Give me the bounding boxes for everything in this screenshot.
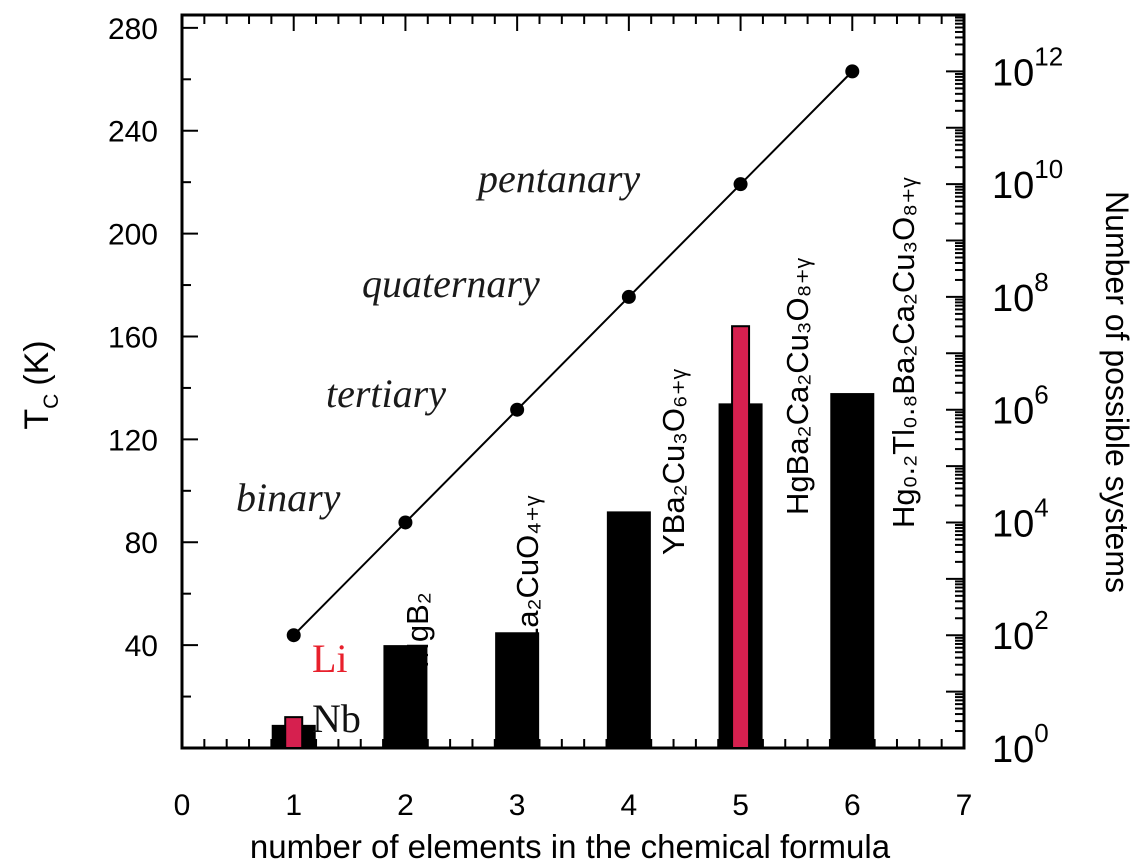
y2-tick-label: 108 xyxy=(992,267,1049,320)
series-point xyxy=(621,289,636,304)
y-axis-label-subscript: C xyxy=(40,394,63,409)
series-point xyxy=(733,177,748,192)
ticks-layer: 0 1 2 3 4 5 6 740801201602002402801001021041061… xyxy=(108,13,1063,822)
x-tick-label: 1 xyxy=(285,789,302,822)
label-hgtlba2ca2cu3o8: Hg₀.₂Tl₀.₈Ba₂Ca₂Cu₃O₈₊ᵧ xyxy=(886,177,921,528)
bar-red xyxy=(284,716,304,749)
plot-frame xyxy=(180,13,966,750)
y2-tick-label: 100 xyxy=(992,718,1049,771)
y2-tick-base: 10 xyxy=(992,503,1034,545)
y-tick-label: 240 xyxy=(108,116,158,149)
x-tick-label: 0 xyxy=(174,789,191,822)
y2-tick-base: 10 xyxy=(992,165,1034,207)
y2-tick-base: 10 xyxy=(992,278,1034,320)
y2-tick-exponent: 0 xyxy=(1034,718,1048,748)
x-tick-label: 5 xyxy=(732,789,749,822)
bar-black xyxy=(495,632,540,748)
series-point xyxy=(398,515,413,530)
bar-red xyxy=(731,325,751,749)
y-axis-label-unit: (K) xyxy=(18,340,56,385)
y2-tick-label: 102 xyxy=(992,605,1049,658)
label-la2cuo4: La₂CuO₄₊ᵧ xyxy=(510,495,545,645)
y2-tick-exponent: 4 xyxy=(1034,492,1048,522)
label-nb: Nb xyxy=(312,696,361,741)
y-tick-label: 120 xyxy=(108,424,158,457)
y2-tick-exponent: 8 xyxy=(1034,267,1048,297)
series-line-layer xyxy=(286,64,860,643)
x-tick-label: 6 xyxy=(844,789,861,822)
annotation-tertiary: tertiary xyxy=(326,371,446,416)
y-axis-label-symbol: T xyxy=(18,409,56,430)
y-tick-label: 280 xyxy=(108,13,158,46)
label-li: Li xyxy=(312,636,348,681)
y2-tick-exponent: 2 xyxy=(1034,605,1048,635)
y2-tick-label: 104 xyxy=(992,492,1049,545)
annotation-binary: binary xyxy=(236,475,341,520)
y2-tick-label: 1010 xyxy=(992,154,1063,207)
bar-black xyxy=(830,393,875,748)
series-point xyxy=(286,628,301,643)
bars-layer xyxy=(271,325,875,749)
y2-tick-base: 10 xyxy=(992,52,1034,94)
x-tick-label: 2 xyxy=(397,789,414,822)
x-tick-label: 7 xyxy=(956,789,973,822)
label-yba2cu3o6: YBa₂Cu₃O₆₊ᵧ xyxy=(656,368,691,555)
label-hgba2ca2cu3o8: HgBa₂Ca₂Cu₃O₈₊ᵧ xyxy=(780,257,815,515)
y-axis-label: TC (K) xyxy=(18,340,63,429)
series-point xyxy=(510,402,525,417)
annotation-pentanary: pentanary xyxy=(475,156,640,201)
y2-tick-label: 106 xyxy=(992,380,1049,433)
series-point xyxy=(845,64,860,79)
y2-tick-exponent: 12 xyxy=(1034,41,1063,71)
y2-tick-base: 10 xyxy=(992,616,1034,658)
x-axis-label: number of elements in the chemical formu… xyxy=(250,828,891,865)
annotation-quaternary: quaternary xyxy=(362,261,540,306)
y2-axis-label: Number of possible systems xyxy=(1099,191,1135,593)
bar-black xyxy=(606,511,651,748)
y2-tick-exponent: 6 xyxy=(1034,380,1048,410)
series-line xyxy=(293,70,853,636)
y2-tick-label: 1012 xyxy=(992,41,1063,94)
label-mgb2: MgB₂ xyxy=(400,592,435,668)
y2-tick-base: 10 xyxy=(992,729,1034,771)
y-tick-label: 160 xyxy=(108,321,158,354)
bar-black xyxy=(383,645,428,748)
y2-tick-base: 10 xyxy=(992,391,1034,433)
y-tick-label: 80 xyxy=(125,527,158,560)
x-tick-label: 4 xyxy=(621,789,638,822)
y-tick-label: 200 xyxy=(108,219,158,252)
y-tick-label: 40 xyxy=(125,630,158,663)
y2-tick-exponent: 10 xyxy=(1034,154,1063,184)
x-tick-label: 3 xyxy=(509,789,526,822)
